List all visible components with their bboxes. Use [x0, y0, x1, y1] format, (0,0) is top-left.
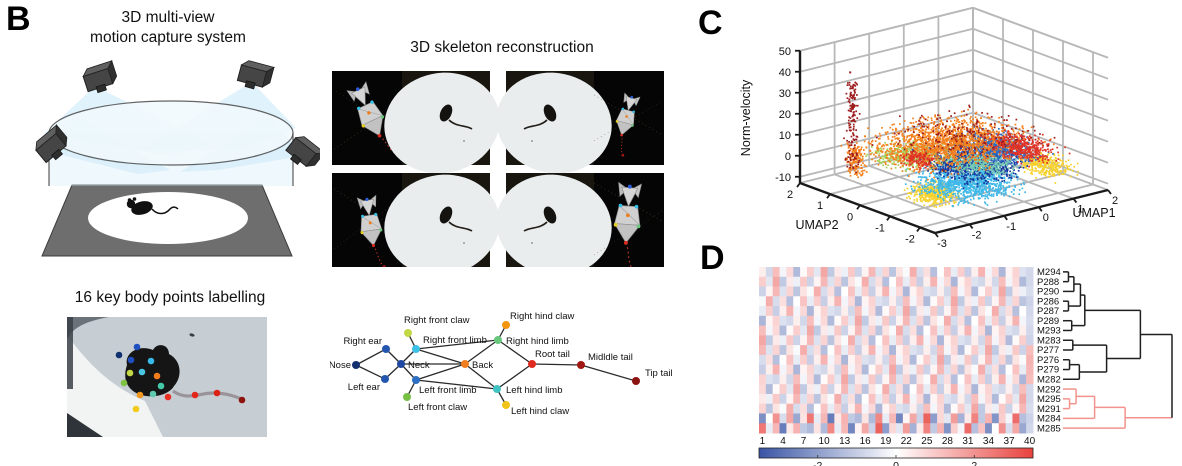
- skeleton-node: [502, 321, 510, 329]
- skeleton-node: [403, 393, 411, 401]
- skeleton-node: [412, 376, 420, 384]
- keypoint-dot: [127, 356, 135, 364]
- skeleton-node-label: Right ear: [343, 336, 382, 347]
- keypoints-title: 16 key body points labelling: [74, 289, 266, 306]
- skeleton-edge: [531, 363, 582, 366]
- skeleton-node: [382, 345, 390, 353]
- skeleton-edge: [415, 379, 498, 390]
- skeleton-edge: [464, 339, 499, 365]
- keypoint-dot: [147, 357, 155, 365]
- skeleton-node: [632, 377, 640, 385]
- cylinder-top-rim: [48, 100, 294, 166]
- skeleton-node: [494, 336, 502, 344]
- skeleton-edge: [496, 363, 533, 390]
- keypoint-dot: [213, 389, 221, 397]
- skeleton-node-label: Left front limb: [419, 385, 477, 396]
- skeleton-edge: [415, 348, 466, 365]
- skeleton-node: [577, 361, 585, 369]
- keypoint-dot: [133, 343, 141, 351]
- skeleton-node-label: Left hind claw: [511, 406, 569, 417]
- mouse-body: [125, 345, 180, 397]
- mouse-silhouette: [126, 197, 179, 215]
- skeleton-node: [528, 360, 536, 368]
- keypoint-dot: [132, 405, 140, 413]
- capture-system-title-line2: motion capture system: [90, 29, 246, 46]
- skeleton-node-label: Right front limb: [423, 335, 487, 346]
- skeleton-node-label: Right hind claw: [510, 311, 575, 322]
- skeleton-edge: [497, 339, 533, 365]
- keypoint-dot: [157, 382, 165, 390]
- keypoint-dots: [115, 343, 246, 413]
- skeleton-node-label: Right front claw: [404, 315, 470, 326]
- motion-capture-apparatus-illustration: [31, 58, 320, 257]
- skeleton-node-label: Left hind limb: [506, 385, 563, 396]
- keypoint-dot: [120, 379, 128, 387]
- skeleton-node-label: Nose: [330, 360, 351, 371]
- reconstruction-tile: [486, 71, 664, 185]
- debris-speck: [189, 333, 195, 337]
- behavior-heatmap-dendrogram-chart: [700, 250, 1182, 466]
- skeleton-node: [381, 375, 389, 383]
- skeleton-node-label: Midldle tail: [588, 352, 633, 363]
- skeleton-edge: [355, 348, 387, 366]
- keypoint-dot: [153, 372, 161, 380]
- skeleton-edge: [355, 364, 386, 380]
- reconstruction-tile: [486, 163, 664, 267]
- keypoint-dot: [191, 391, 199, 399]
- umap-3d-scatter-chart: [690, 0, 1182, 250]
- arena-floor: [88, 192, 248, 244]
- skeleton-node-label: Root tail: [535, 349, 570, 360]
- skeleton-edge: [580, 364, 637, 382]
- skeleton-node: [493, 385, 501, 393]
- panel-b-label: B: [6, 0, 31, 38]
- camera-icon: [80, 60, 121, 96]
- skeleton-node-label: Left ear: [348, 382, 380, 393]
- reconstruction-tile: [332, 163, 510, 267]
- skeleton-edge: [464, 363, 498, 390]
- capture-system-title-line1: 3D multi-view: [121, 9, 215, 26]
- arena-wall-highlight: [67, 335, 163, 437]
- reconstruction-tile: [332, 71, 510, 185]
- skeleton-node-label: Right hind limb: [506, 336, 569, 347]
- keypoint-dot: [138, 368, 146, 376]
- keypoint-dot: [115, 351, 123, 359]
- keypoint-dot: [149, 390, 157, 398]
- keypoint-dot: [136, 391, 144, 399]
- keypoint-dot: [238, 396, 246, 404]
- skeleton-edge: [415, 339, 499, 350]
- skeleton-node: [404, 329, 412, 337]
- keypoint-dot: [164, 393, 172, 401]
- skeleton-node: [412, 345, 420, 353]
- skeleton-node-label: Back: [472, 360, 493, 371]
- skeleton-edge: [415, 363, 466, 381]
- keypoint-dot: [126, 369, 134, 377]
- skeleton-node-label: Neck: [408, 360, 430, 371]
- mouse-tail: [172, 389, 245, 402]
- skeleton-node-label: Left front claw: [408, 402, 467, 413]
- skeleton-reconstruction-title: 3D skeleton reconstruction: [410, 39, 594, 56]
- capture-system-title: 3D multi-view motion capture system: [38, 8, 298, 48]
- keypoints-photo: [67, 317, 267, 437]
- skeleton-node: [397, 360, 405, 368]
- skeleton-node: [502, 401, 510, 409]
- skeleton-node: [352, 361, 360, 369]
- skeleton-graph-diagram: Nose Right ear Left ear Neck Right front cla…: [330, 311, 673, 417]
- skeleton-node-label: Tip tail: [645, 368, 673, 379]
- skeleton-reconstruction-tiles: [332, 71, 664, 267]
- skeleton-node: [461, 360, 469, 368]
